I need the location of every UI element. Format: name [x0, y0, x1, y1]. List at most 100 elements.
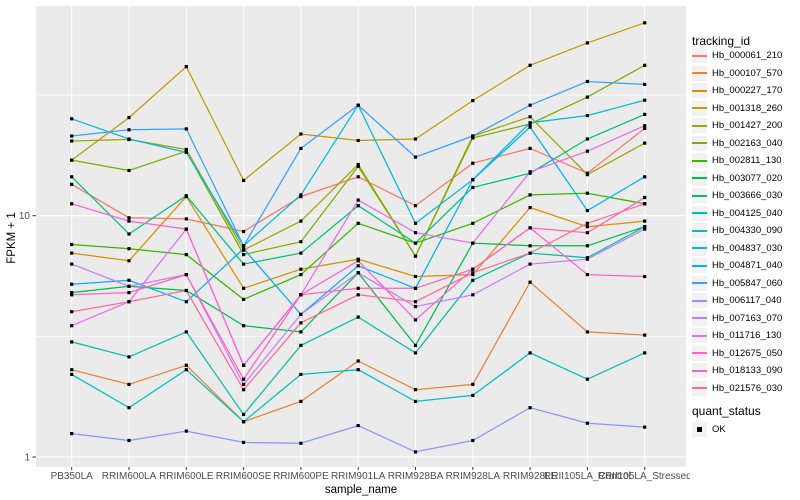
data-point — [643, 63, 647, 67]
data-point — [127, 300, 131, 304]
legend-key-line — [692, 345, 707, 361]
data-point — [585, 231, 589, 235]
data-point — [184, 253, 188, 257]
data-point — [585, 221, 589, 225]
data-point — [413, 305, 418, 309]
line-key-icon — [692, 282, 707, 285]
data-point — [242, 324, 246, 328]
data-point — [242, 262, 246, 266]
data-point — [585, 273, 589, 277]
data-point — [585, 41, 589, 45]
legend-item-label: Hb_004871_040 — [712, 260, 783, 272]
legend-item: Hb_021576_030 — [692, 380, 800, 398]
legend-key-line — [692, 275, 707, 291]
data-point — [471, 382, 475, 386]
legend-key-line — [692, 293, 707, 309]
data-point — [528, 193, 532, 197]
line-key-icon — [692, 229, 707, 232]
data-point — [184, 150, 188, 154]
y-tick-label: 10 — [19, 211, 31, 222]
data-point — [356, 164, 360, 168]
data-point — [70, 117, 74, 121]
x-tick-label: RRIM600LE — [159, 471, 214, 482]
data-point — [585, 225, 589, 229]
line-key-icon — [692, 387, 707, 390]
data-point — [127, 259, 131, 263]
legend-item-label: Hb_004330_090 — [712, 225, 783, 237]
legend-item: Hb_005847_060 — [692, 275, 800, 293]
data-point — [471, 273, 475, 277]
line-key-icon — [692, 369, 707, 372]
data-point — [70, 293, 74, 297]
data-point — [585, 173, 589, 177]
data-point — [528, 406, 532, 410]
data-point — [127, 216, 131, 220]
data-point — [471, 134, 475, 138]
data-point — [127, 128, 131, 132]
data-point — [299, 193, 303, 197]
data-point — [70, 310, 74, 314]
x-tick-label: PB350LA — [51, 471, 94, 482]
line-key-icon — [692, 107, 707, 110]
line-key-icon — [692, 194, 707, 197]
legend-item-label: Hb_007163_070 — [712, 312, 783, 324]
data-point — [413, 137, 418, 141]
data-point — [356, 198, 360, 202]
legend-item-label: OK — [712, 424, 726, 436]
data-point — [413, 274, 418, 279]
data-point — [528, 251, 532, 255]
data-point — [356, 204, 360, 208]
legend-key-line — [692, 380, 707, 396]
line-key-icon — [692, 352, 707, 355]
data-point — [471, 438, 475, 443]
data-point — [413, 318, 418, 322]
data-point — [643, 425, 647, 429]
data-point — [299, 330, 303, 334]
data-point — [184, 194, 188, 198]
legend-item: Hb_004330_090 — [692, 222, 800, 240]
legend-item-label: Hb_011716_130 — [712, 330, 782, 342]
data-point — [242, 388, 246, 392]
data-point — [643, 98, 647, 102]
legend-key-line — [692, 135, 707, 151]
legend-item-label: Hb_000227_170 — [712, 85, 783, 97]
data-point — [242, 440, 246, 444]
data-point — [471, 241, 475, 245]
legend-item-label: Hb_001318_260 — [712, 102, 783, 114]
legend-item: Hb_011716_130 — [692, 327, 800, 345]
legend-key-line — [692, 83, 707, 99]
data-point — [70, 139, 74, 143]
legend-item: Hb_002163_040 — [692, 135, 800, 153]
data-point — [643, 227, 647, 231]
y-tick-label: 1 — [24, 453, 30, 464]
data-point — [184, 363, 188, 367]
data-point — [528, 206, 532, 210]
x-tick-label: RRIM901LA — [331, 471, 386, 482]
x-tick-label: RRIM600PE — [273, 471, 329, 482]
data-point — [299, 293, 303, 297]
data-point — [184, 217, 188, 221]
data-point — [184, 330, 188, 334]
data-point — [242, 247, 246, 251]
data-point — [242, 229, 246, 234]
data-point — [70, 324, 74, 328]
data-point — [528, 146, 532, 150]
data-point — [356, 138, 360, 143]
legend-item: Hb_018133_090 — [692, 362, 800, 380]
legend-key-line — [692, 328, 707, 344]
data-point — [528, 121, 532, 125]
data-point — [184, 127, 188, 131]
line-key-icon — [692, 89, 707, 92]
data-point — [643, 333, 647, 337]
legend-item-label: Hb_004837_030 — [712, 242, 783, 254]
legend-item: Hb_004871_040 — [692, 257, 800, 275]
data-point — [242, 178, 246, 182]
data-point — [356, 221, 360, 225]
data-point — [127, 219, 131, 223]
x-tick-label: RRIM928LE — [503, 471, 558, 482]
data-point — [70, 242, 74, 247]
x-tick-label: RRII105LA_Stressed — [598, 471, 690, 482]
data-point — [299, 195, 303, 199]
data-point — [585, 95, 589, 99]
data-point — [471, 178, 475, 182]
